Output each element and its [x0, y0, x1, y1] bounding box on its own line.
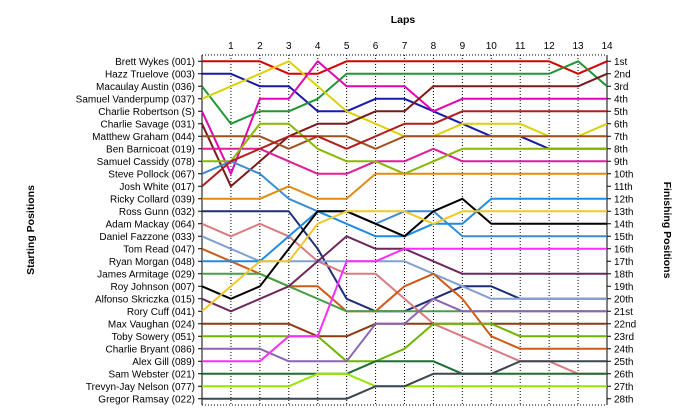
start-label: Hazz Truelove (003) — [105, 69, 195, 80]
series-line-5 — [201, 60, 607, 175]
series-line-21 — [201, 210, 607, 313]
finish-label: 20th — [614, 294, 633, 305]
finish-label: 25th — [614, 357, 633, 368]
series-line-2 — [202, 72, 607, 150]
lap-tick-label: 5 — [344, 41, 350, 52]
start-label: Charlie Robertson (S) — [98, 107, 195, 118]
finish-label: 14th — [614, 219, 633, 230]
lap-tick-label: 6 — [373, 41, 379, 52]
start-labels: Brett Wykes (001)Hazz Truelove (003) Maca… — [76, 57, 195, 406]
start-label: Rory Cuff (041) — [127, 307, 195, 318]
finish-label: 16th — [614, 244, 633, 255]
finish-label: 23rd — [614, 332, 634, 343]
series-layer — [201, 60, 608, 400]
lap-tick-label: 1 — [228, 41, 234, 52]
start-label: Samuel Cassidy (078) — [97, 157, 195, 168]
finish-label: 2nd — [614, 69, 631, 80]
start-label: Matthew Graham (044) — [92, 132, 195, 143]
finish-label: 26th — [614, 369, 633, 380]
finish-label: 12th — [614, 194, 633, 205]
start-label: Trevyn-Jay Nelson (077) — [86, 382, 195, 393]
lap-tick-label: 2 — [257, 41, 263, 52]
lap-tick-label: 3 — [286, 41, 292, 52]
grid-lines — [198, 54, 611, 406]
finish-label: 27th — [614, 382, 633, 393]
start-label: Brett Wykes (001) — [115, 57, 195, 68]
start-label: Steve Pollock (067) — [108, 169, 195, 180]
finish-label: 22nd — [614, 319, 636, 330]
lap-tick-label: 4 — [315, 41, 321, 52]
lap-tick-label: 8 — [431, 41, 437, 52]
axis-layer: Laps Starting Positions Finishing Positi… — [25, 14, 673, 279]
series-line-27 — [202, 372, 607, 388]
finish-label: 13th — [614, 207, 633, 218]
finish-label: 9th — [614, 157, 628, 168]
start-label: Adam Mackay (064) — [106, 219, 195, 230]
start-label: Sam Webster (021) — [108, 369, 195, 380]
finish-label: 19th — [614, 282, 633, 293]
x-axis-title: Laps — [391, 14, 416, 26]
series-line-25 — [202, 247, 607, 363]
start-label: Charlie Savage (031) — [101, 119, 196, 130]
lap-tick-label: 11 — [515, 41, 526, 52]
finish-label: 17th — [614, 257, 633, 268]
lap-tick-label: 9 — [460, 41, 466, 52]
series-line-23 — [202, 322, 607, 363]
series-line-11 — [201, 110, 607, 188]
series-line-28 — [202, 360, 607, 400]
start-label: Toby Sowery (051) — [112, 332, 195, 343]
start-label: Ricky Collard (039) — [110, 194, 195, 205]
finish-label: 8th — [614, 144, 628, 155]
finish-label: 7th — [614, 132, 628, 143]
start-label: Max Vaughan (024) — [108, 319, 195, 330]
finish-label: 21st — [614, 307, 633, 318]
lap-tick-label: 10 — [486, 41, 498, 52]
finish-label: 11th — [614, 182, 633, 193]
start-label: Tom Read (047) — [123, 244, 195, 255]
start-label: Ryan Morgan (048) — [109, 257, 195, 268]
start-label: Josh White (017) — [119, 182, 195, 193]
finish-label: 18th — [614, 269, 633, 280]
series-line-26 — [202, 360, 607, 375]
finish-label: 6th — [614, 119, 628, 130]
finish-label: 28th — [614, 394, 633, 405]
start-label: James Armitage (029) — [97, 269, 195, 280]
series-line-24 — [202, 297, 607, 363]
start-label: Roy Johnson (007) — [111, 282, 196, 293]
series-line-8 — [202, 147, 607, 175]
start-label: Samuel Vanderpump (037) — [76, 94, 195, 105]
y-axis-title-right: Finishing Positions — [661, 182, 673, 279]
finish-label: 10th — [614, 169, 633, 180]
series-line-1 — [202, 60, 608, 75]
finish-label: 15th — [614, 232, 633, 243]
lap-tick-labels: 1 2 3 4 5 6 7 8 9 10 11 12 13 14 — [228, 41, 613, 52]
finish-label: 3rd — [614, 82, 628, 93]
finish-label: 5th — [614, 107, 628, 118]
lap-tick-label: 12 — [544, 41, 556, 52]
series-line-19 — [201, 197, 607, 300]
series-line-7 — [202, 135, 607, 150]
start-label: Gregor Ramsay (022) — [98, 394, 195, 405]
start-label: Daniel Fazzone (033) — [99, 232, 195, 243]
start-label: Alex Gill (089) — [132, 357, 195, 368]
series-line-3 — [201, 60, 608, 125]
lap-tick-label: 13 — [573, 41, 585, 52]
start-label: Ross Gunn (032) — [119, 207, 195, 218]
lap-tick-label: 14 — [601, 41, 613, 52]
start-label: Macaulay Austin (036) — [96, 82, 195, 93]
start-label: Alfonso Skriczka (015) — [95, 294, 195, 305]
start-label: Charlie Bryant (086) — [106, 344, 195, 355]
y-axis-title-left: Starting Positions — [25, 185, 37, 275]
finish-label: 4th — [614, 94, 628, 105]
start-label: Ben Barnicoat (019) — [106, 144, 195, 155]
series-line-12 — [202, 172, 607, 200]
lap-tick-label: 7 — [402, 41, 408, 52]
finish-label: 24th — [614, 344, 633, 355]
finish-label: 1st — [614, 57, 628, 68]
